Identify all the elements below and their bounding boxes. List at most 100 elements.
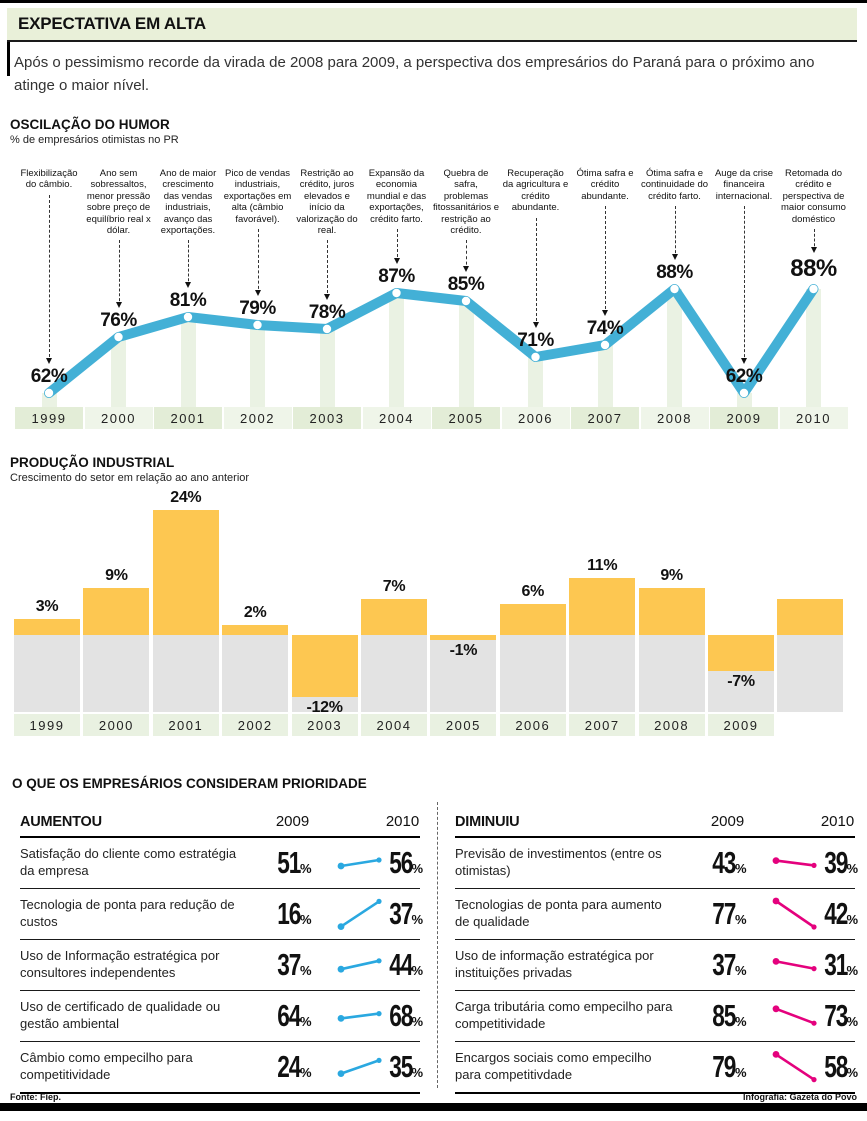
bar-1999: [14, 619, 80, 635]
percent-sign: %: [734, 1065, 747, 1080]
value-number: 16: [277, 896, 302, 931]
row-text: Tecnologias de ponta para aumento de qua…: [455, 897, 662, 929]
point-column-highlight: [806, 289, 821, 407]
arrow-down-icon: [463, 266, 469, 272]
infographic-credit: Infografia: Gazeta do Povo: [742, 1092, 857, 1102]
point-column-highlight: [597, 345, 613, 407]
trend-cell: [335, 1047, 385, 1087]
year-label-2002: 2002: [223, 407, 292, 429]
year-label-2005: 2005: [432, 407, 500, 429]
optimism-line-chart: 62% 76% 81% 79% 78% 87% 85% 71% 74% 88% 62% 88% 1999…: [10, 168, 857, 430]
annotation-arrow-2005: [463, 240, 469, 272]
trend-cell: [770, 843, 820, 883]
bar-2003: [291, 635, 358, 698]
value-number: 77: [712, 896, 737, 931]
year-label-2009: 2009: [710, 407, 778, 429]
row-text: Câmbio como empecilho para competitivida…: [20, 1050, 193, 1082]
page-title: EXPECTATIVA EM ALTA: [18, 14, 206, 33]
value-label-2000: 76%: [100, 310, 137, 331]
negative-zone-partial: [777, 635, 844, 712]
value-2010: 44%: [385, 947, 423, 983]
year-label-1999: 1999: [14, 714, 80, 736]
value-number: 43: [712, 845, 737, 880]
bar-value-label-2002: 2%: [243, 603, 267, 621]
percent-sign: %: [846, 861, 859, 876]
row-text: Encargos sociais como empecilho para com…: [455, 1050, 652, 1082]
year-label-2008: 2008: [640, 407, 709, 429]
table-title: DIMINUIU: [455, 814, 520, 830]
value-number: 24: [277, 1049, 302, 1084]
bar-2008: [638, 588, 705, 635]
percent-sign: %: [734, 1014, 747, 1029]
bar-value-label-2005: -1%: [449, 642, 478, 660]
percent-sign: %: [299, 963, 312, 978]
value-2010: 73%: [820, 998, 858, 1034]
value-number: 39: [824, 845, 848, 880]
percent-sign: %: [411, 1014, 424, 1029]
line-chart-subtitle: % de empresários otimistas no PR: [10, 134, 179, 146]
trend-cell: [770, 996, 820, 1036]
annotation-arrow-2008: [671, 206, 678, 260]
annotation-2004: Expansão da economia mundial e das expor…: [366, 168, 427, 225]
value-number: 73: [824, 998, 848, 1033]
annotation-2008: Ótima safra e continuidade do crédito fa…: [640, 168, 709, 202]
annotation-arrow-2003: [324, 240, 330, 300]
trend-line-icon: [337, 1057, 382, 1077]
negative-zone-2008: [638, 635, 705, 712]
negative-zone-2000: [83, 635, 150, 712]
trend-line-icon: [337, 958, 382, 973]
arrow-down-icon: [671, 254, 678, 260]
trend-line-icon: [337, 898, 382, 930]
point-column-highlight: [180, 317, 196, 407]
negative-zone-2006: [499, 635, 566, 712]
value-label-2010: 88%: [790, 255, 837, 282]
row-text: Carga tributária como empecilho para com…: [455, 999, 673, 1031]
arrow-down-icon: [532, 322, 539, 328]
arrow-down-icon: [393, 258, 400, 264]
value-number: 79: [712, 1049, 737, 1084]
col-header-2010: 2010: [820, 813, 855, 830]
row-text: Satisfação do cliente como estratégia da…: [20, 846, 237, 878]
arrow-down-icon: [324, 294, 330, 300]
value-label-2008: 88%: [656, 262, 693, 283]
bottom-rule: [0, 1103, 867, 1111]
value-label-2007: 74%: [586, 318, 624, 339]
arrow-down-icon: [185, 282, 191, 288]
value-number: 56: [389, 845, 413, 880]
priorities-title: O QUE OS EMPRESÁRIOS CONSIDERAM PRIORIDA…: [12, 776, 367, 791]
annotation-arrow-2007: [602, 206, 608, 316]
bar-value-label-2008: 9%: [660, 567, 683, 585]
trend-line-icon: [337, 1011, 382, 1022]
annotation-arrow-2000: [115, 240, 122, 308]
value-number: 42: [824, 896, 848, 931]
row-text: Uso de certificado de qualidade ou gestã…: [20, 999, 221, 1031]
value-number: 64: [277, 998, 302, 1033]
annotation-2000: Ano sem sobressaltos, menor pressão sobr…: [86, 168, 151, 236]
value-2010: 42%: [820, 896, 858, 932]
year-label-2010: 2010: [779, 407, 848, 429]
trend-cell: [770, 945, 820, 985]
column-divider: [437, 802, 438, 1088]
value-number: 44: [389, 947, 413, 982]
annotation-2007: Ótima safra e crédito abundante.: [576, 168, 634, 202]
table-header: DIMINUIU 2009 2010: [455, 800, 855, 838]
percent-sign: %: [846, 912, 859, 927]
value-2009: 85%: [685, 998, 770, 1034]
percent-sign: %: [846, 963, 859, 978]
annotation-arrow-2009: [741, 206, 747, 364]
bar-2006: [499, 603, 566, 635]
percent-sign: %: [411, 861, 424, 876]
point-column-highlight: [41, 393, 57, 407]
annotation-2002: Pico de vendas industriais, exportações …: [223, 168, 292, 225]
point-column-highlight: [111, 337, 126, 407]
trend-cell: [335, 894, 385, 934]
priority-row: Uso de informação estratégica por instit…: [455, 940, 859, 991]
year-label-2007: 2007: [571, 407, 639, 429]
value-number: 37: [389, 896, 413, 931]
arrow-down-icon: [741, 358, 747, 364]
value-label-2002: 79%: [239, 298, 276, 319]
priority-row: Satisfação do cliente como estratégia da…: [20, 838, 424, 889]
value-number: 68: [389, 998, 413, 1033]
trend-cell: [335, 843, 385, 883]
